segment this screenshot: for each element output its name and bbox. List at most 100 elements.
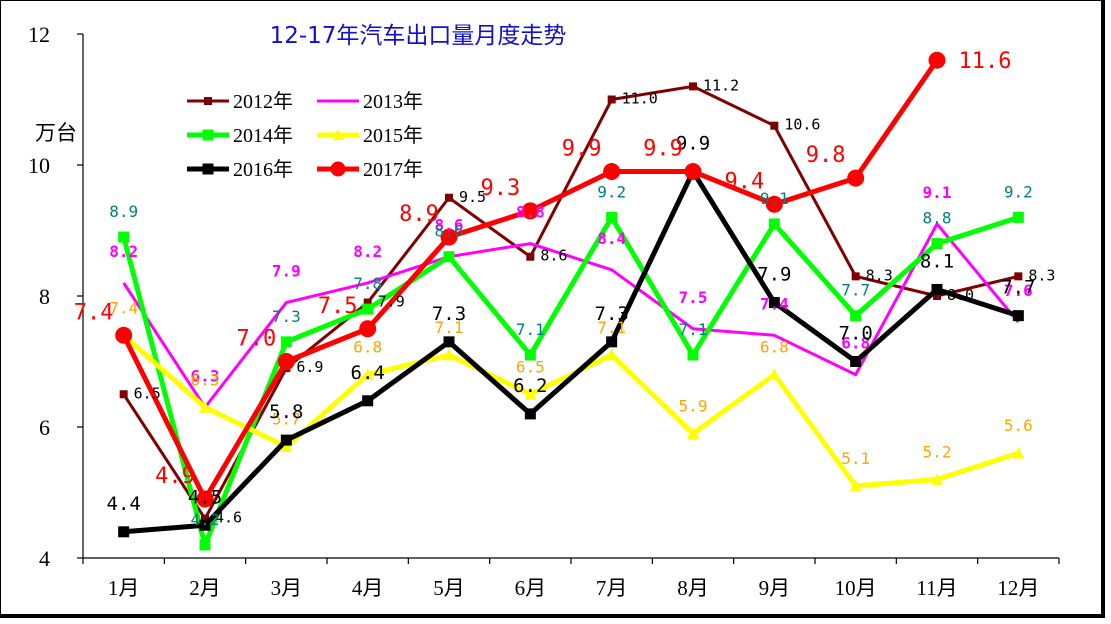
- legend-item-2015年: 2015年: [317, 124, 423, 147]
- chart-title: 12-17年汽车出口量月度走势: [270, 23, 567, 49]
- data-point: [1012, 211, 1024, 223]
- data-label: 6.2: [513, 375, 547, 397]
- data-point: [1014, 272, 1023, 281]
- data-point: [1012, 310, 1024, 322]
- series-line: [123, 169, 1020, 535]
- data-point: [359, 320, 377, 338]
- data-label: 8.1: [920, 250, 954, 272]
- data-label: 8.6: [435, 222, 464, 241]
- y-tick-label: 4: [39, 546, 50, 571]
- x-tick-label: 5月: [433, 576, 465, 600]
- data-point: [201, 514, 209, 523]
- data-label: 8.2: [109, 242, 138, 261]
- data-label: 8.6: [435, 216, 464, 235]
- data-point: [199, 519, 211, 531]
- data-point: [118, 526, 130, 538]
- data-point: [361, 368, 374, 380]
- data-label: 9.5: [459, 188, 486, 206]
- data-label: 9.4: [724, 169, 764, 194]
- data-label: 9.8: [806, 143, 846, 168]
- data-label: 7.0: [236, 327, 276, 352]
- data-label: 8.6: [540, 247, 567, 265]
- data-point: [603, 163, 621, 181]
- x-tick-label: 1月: [108, 576, 140, 600]
- data-label: 11.2: [703, 76, 739, 94]
- data-label: 5.9: [679, 397, 708, 416]
- data-point: [607, 95, 616, 104]
- data-label: 7.1: [679, 320, 708, 339]
- data-label: 4.4: [107, 493, 141, 515]
- series-2012年: [119, 82, 1023, 523]
- data-point: [115, 326, 133, 344]
- data-label: 7.3: [595, 303, 629, 325]
- data-label: 6.8: [760, 338, 789, 357]
- data-point: [443, 348, 455, 361]
- legend-item-2016年: 2016年: [187, 158, 293, 181]
- data-point: [524, 387, 537, 400]
- series-2014年: [118, 211, 1024, 551]
- data-point: [689, 82, 697, 91]
- x-tick-label: 9月: [759, 576, 791, 600]
- data-point: [445, 193, 453, 202]
- data-label: 7.7: [1001, 277, 1035, 299]
- data-label: 11.0: [622, 90, 658, 108]
- x-tick-label: 2月: [189, 576, 221, 600]
- data-label: 9.9: [676, 133, 710, 155]
- x-tick-label: 11月: [916, 576, 957, 600]
- data-label: 7.5: [318, 294, 358, 319]
- axes: 4 6 8 10 12 1月 2月 3月 4月 5月 6月 7月 8月 9月 10月 11月 12月: [28, 22, 1060, 600]
- data-point: [521, 202, 539, 220]
- data-label: 8.9: [109, 202, 138, 221]
- x-tick-label: 6月: [515, 576, 547, 600]
- data-point: [768, 297, 780, 309]
- data-point: [931, 473, 943, 485]
- data-label: 4.6: [215, 509, 242, 527]
- data-label: 7.8: [353, 274, 382, 293]
- legend-label: 2014年: [233, 124, 293, 147]
- data-labels-layer: 6.5 4.6 6.9 7.9 9.5 8.6 11.0 11.2 10.6 8.3 8.0 8.3 8…: [74, 49, 1056, 529]
- data-label: 6.5: [134, 384, 161, 402]
- y-tick-label: 10: [28, 153, 50, 178]
- data-label: 5.7: [272, 410, 301, 429]
- data-point: [280, 434, 292, 446]
- data-point: [526, 252, 535, 261]
- series-2017年: [115, 51, 946, 508]
- data-label: 6.8: [353, 338, 382, 357]
- legend-item-2012年: 2012年: [187, 90, 293, 113]
- data-point: [684, 163, 702, 181]
- data-label: 6.3: [191, 370, 220, 389]
- x-tick-label: 3月: [271, 576, 303, 600]
- data-label: 5.8: [269, 401, 303, 423]
- data-point: [606, 336, 618, 348]
- series-line: [122, 84, 1019, 521]
- series-2016年: [118, 166, 1024, 538]
- data-point: [362, 303, 374, 315]
- data-point: [362, 395, 374, 407]
- data-label: 9.2: [1004, 182, 1033, 201]
- data-point: [524, 408, 536, 420]
- data-label: 7.4: [109, 298, 138, 317]
- data-label: 8.0: [947, 286, 974, 304]
- x-tick-label: 8月: [677, 576, 709, 600]
- data-label: 7.3: [432, 303, 466, 325]
- data-label: 6.9: [296, 358, 323, 376]
- data-label: 4.9: [155, 464, 195, 489]
- data-point: [850, 310, 862, 322]
- series-line: [121, 214, 1020, 548]
- data-label: 4.2: [191, 510, 220, 529]
- x-tick-label: 12月: [997, 576, 1039, 600]
- data-point: [605, 348, 618, 361]
- data-label: 8.4: [597, 229, 626, 248]
- data-point: [849, 479, 862, 492]
- data-point: [687, 427, 699, 439]
- data-point: [931, 283, 943, 295]
- data-point: [765, 195, 783, 213]
- data-point: [119, 390, 128, 399]
- data-label: 7.4: [760, 294, 789, 313]
- legend: 2012年 2013年 2014年 2015年 2016年 2017年: [187, 90, 423, 181]
- data-label: 7.3: [272, 307, 301, 326]
- x-tick-label: 4月: [352, 576, 384, 600]
- y-tick-label: 6: [39, 415, 50, 440]
- data-label: 7.9: [757, 264, 791, 286]
